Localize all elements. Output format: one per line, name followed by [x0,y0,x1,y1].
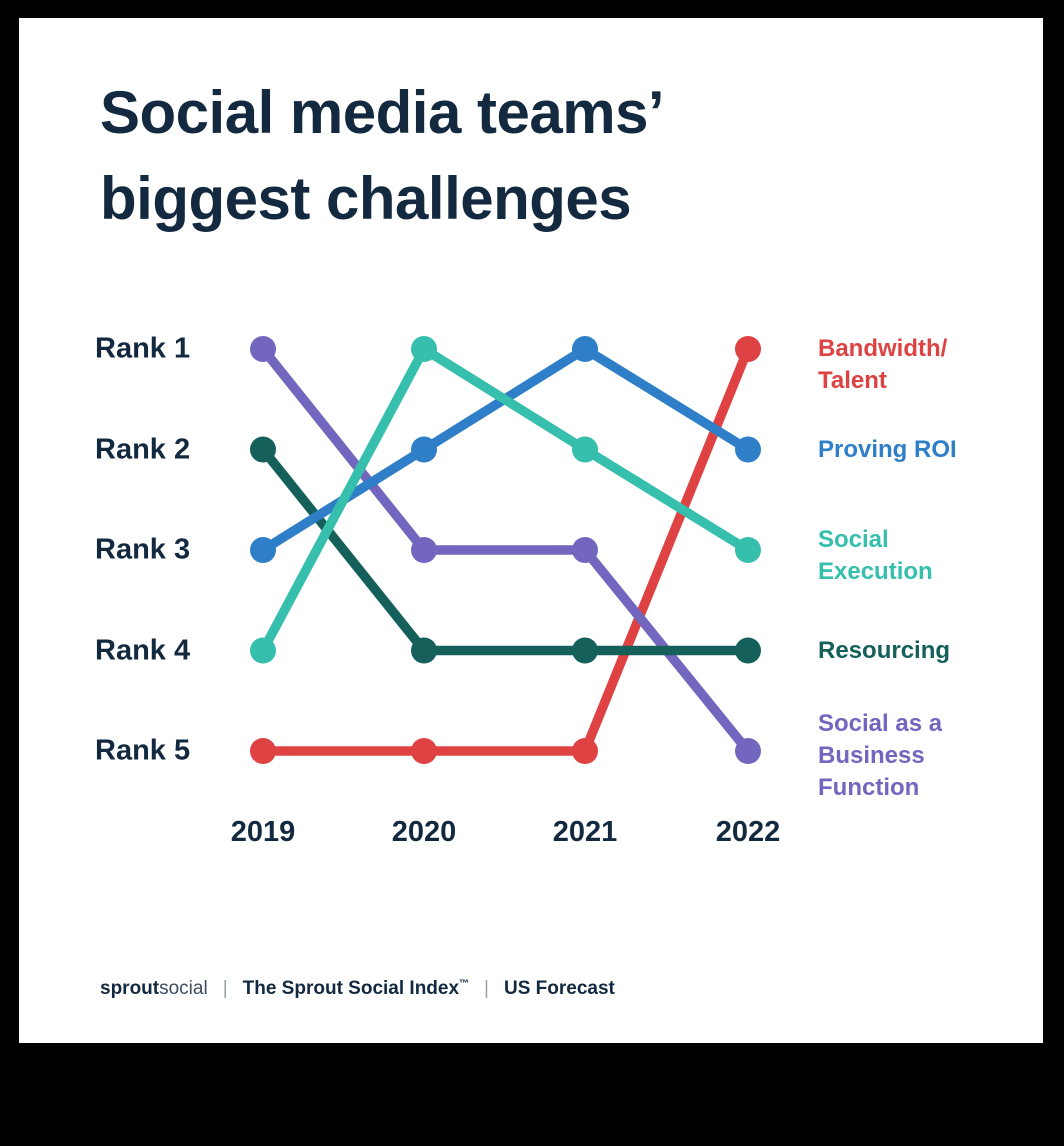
legend-line: Social as a [818,710,943,737]
data-point-bandwidth-talent-2020 [411,738,437,764]
y-axis-label-rank-3: Rank 3 [95,533,191,566]
footer-separator: | [222,978,228,999]
y-axis-label-rank-2: Rank 2 [95,433,191,465]
data-point-resourcing-2020 [411,637,437,664]
legend-line: Social [818,526,889,553]
y-axis-label-rank-4: Rank 4 [95,634,191,666]
legend-line: Bandwidth/ [818,335,948,362]
legend-social-execution: Social Execution [818,524,933,588]
data-point-proving-roi-2020 [411,436,437,463]
legend-line: Execution [818,558,933,585]
data-point-proving-roi-2019 [250,537,276,563]
data-point-social-as-a-business-function-2021 [572,537,598,563]
x-axis-label-2022: 2022 [715,816,781,848]
x-axis-label-2021: 2021 [552,816,618,848]
data-point-social-as-a-business-function-2020 [411,537,437,563]
logo-text-social: social [159,978,208,999]
data-point-social-as-a-business-function-2022 [735,738,761,764]
data-point-social-execution-2022 [735,537,761,563]
logo-text-sprout: sprout [100,978,160,999]
data-point-bandwidth-talent-2022 [735,336,761,362]
legend-bandwidth-talent: Bandwidth/Talent [818,333,947,397]
data-point-resourcing-2019 [250,436,276,463]
data-point-social-execution-2021 [572,436,598,463]
data-point-social-execution-2020 [411,336,437,362]
series-line-bandwidth-talent [258,344,753,756]
footer: sproutsocial | The Sprout Social Index™ … [100,978,615,1000]
legend-line: Function [818,774,920,801]
legend-social-as-a-business-function: Social as a Business Function [818,708,942,804]
chart-title-line1: Social media teams’ [100,79,665,146]
chart-title-line2: biggest challenges [100,165,632,232]
x-axis-label-2019: 2019 [230,816,296,848]
data-point-social-as-a-business-function-2019 [250,336,276,362]
footer-separator: | [484,978,489,999]
data-point-resourcing-2021 [572,637,598,664]
chart-title: Social media teams’ biggest challenges [100,70,665,242]
legend-line: Business [818,742,925,769]
data-point-proving-roi-2021 [572,336,598,362]
legend-line: Talent [818,367,887,394]
data-point-resourcing-2022 [735,637,761,664]
legend-line: Proving ROI [818,435,957,463]
legend-line: Resourcing [818,636,951,664]
footer-index-label: The Sprout Social Index™ [242,978,470,999]
y-axis-label-rank-1: Rank 1 [95,332,191,365]
bump-chart [250,336,761,764]
data-point-bandwidth-talent-2019 [250,738,276,764]
x-axis-label-2020: 2020 [391,816,457,848]
infographic-panel: Social media teams’ biggest challenges Ra… [19,18,1043,1043]
footer-forecast-label: US Forecast [503,978,615,999]
trademark-symbol: ™ [459,978,470,990]
data-point-social-execution-2019 [250,637,276,664]
legend-resourcing: Resourcing [818,635,950,667]
data-point-proving-roi-2022 [735,436,761,463]
data-point-bandwidth-talent-2021 [572,738,598,764]
legend-proving-roi: Proving ROI [818,434,957,466]
y-axis-label-rank-5: Rank 5 [95,734,191,767]
sprout-social-logo: sproutsocial [100,978,208,1000]
series-line-social-execution [258,344,753,656]
series-line-resourcing [258,444,753,656]
